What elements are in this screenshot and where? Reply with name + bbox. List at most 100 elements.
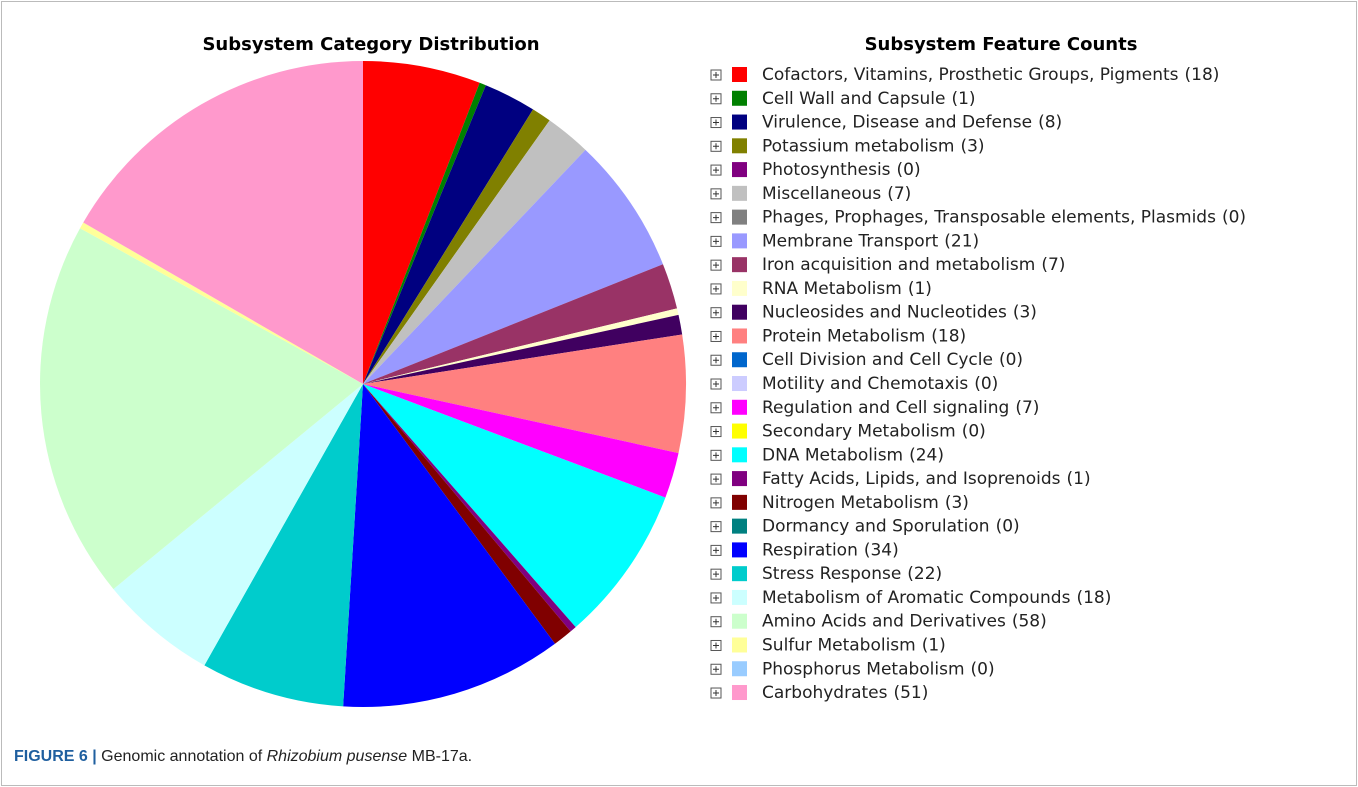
legend-value: (0) xyxy=(962,422,986,442)
expand-icon-plus xyxy=(713,404,719,411)
expand-icon-plus xyxy=(713,214,719,221)
legend-swatch xyxy=(732,138,747,154)
legend-value: (7) xyxy=(1015,398,1039,418)
legend-entry: Metabolism of Aromatic Compounds (18) xyxy=(710,588,1111,608)
expand-icon-plus xyxy=(713,72,719,78)
legend-label: Cofactors, Vitamins, Prosthetic Groups, … xyxy=(762,65,1219,85)
pie-slice xyxy=(363,264,678,384)
legend-label: Cell Wall and Capsule (1) xyxy=(762,89,976,109)
legend-swatch xyxy=(732,471,747,487)
legend-swatch xyxy=(732,637,747,653)
legend-value: (8) xyxy=(1038,113,1062,133)
legend-value: (0) xyxy=(971,659,995,679)
pie-slice xyxy=(39,228,363,590)
legend-entry: Cell Division and Cell Cycle (0) xyxy=(710,350,1023,370)
legend-name: Cell Division and Cell Cycle xyxy=(762,350,993,370)
legend-label: Amino Acids and Derivatives (58) xyxy=(762,612,1047,632)
legend-label: Iron acquisition and metabolism (7) xyxy=(762,255,1065,275)
legend-name: DNA Metabolism xyxy=(762,445,903,465)
expand-icon-plus xyxy=(713,143,719,150)
legend-value: (1) xyxy=(951,89,975,109)
legend-swatch xyxy=(732,257,747,273)
expand-icon-plus xyxy=(713,190,719,197)
legend-entry: Potassium metabolism (3) xyxy=(710,136,985,156)
legend-name: RNA Metabolism xyxy=(762,279,902,299)
legend-name: Motility and Chemotaxis xyxy=(762,374,968,394)
legend-label: Metabolism of Aromatic Compounds (18) xyxy=(762,588,1111,608)
legend-title: Subsystem Feature Counts xyxy=(865,34,1138,55)
legend-name: Phosphorus Metabolism xyxy=(762,659,965,679)
pie-slice xyxy=(363,384,576,632)
legend-label: Dormancy and Sporulation (0) xyxy=(762,517,1020,537)
legend-entry: Stress Response (22) xyxy=(710,564,942,584)
expand-icon-plus xyxy=(713,309,719,316)
expand-icon-plus xyxy=(713,523,719,530)
expand-icon-plus xyxy=(713,642,719,649)
legend-value: (18) xyxy=(1076,588,1111,608)
legend-swatch xyxy=(732,542,747,558)
legend-label: Virulence, Disease and Defense (8) xyxy=(762,113,1062,133)
legend-swatch xyxy=(732,494,747,510)
legend-label: Nitrogen Metabolism (3) xyxy=(762,493,969,513)
legend-swatch xyxy=(732,399,747,415)
pie-slice xyxy=(363,314,683,384)
legend-value: (0) xyxy=(999,350,1023,370)
legend-name: Potassium metabolism xyxy=(762,136,954,156)
legend-entry: Sulfur Metabolism (1) xyxy=(710,635,946,655)
legend-name: Cell Wall and Capsule xyxy=(762,89,945,109)
legend-name: Nitrogen Metabolism xyxy=(762,493,939,513)
legend-entry: Phosphorus Metabolism (0) xyxy=(710,659,995,679)
legend-name: Secondary Metabolism xyxy=(762,422,956,442)
legend-value: (0) xyxy=(897,160,921,180)
legend-label: Regulation and Cell signaling (7) xyxy=(762,398,1039,418)
legend-swatch xyxy=(732,114,747,130)
legend-swatch xyxy=(732,280,747,296)
legend-value: (7) xyxy=(1041,255,1065,275)
legend-swatch xyxy=(732,661,747,677)
legend-swatch xyxy=(732,185,747,201)
pie-slice xyxy=(363,149,663,384)
legend-entry: Protein Metabolism (18) xyxy=(710,326,966,346)
expand-icon-plus xyxy=(713,452,719,459)
expand-icon-plus xyxy=(713,666,719,673)
legend-swatch xyxy=(732,447,747,463)
legend-entry: Fatty Acids, Lipids, and Isoprenoids (1) xyxy=(710,469,1091,489)
pie-slice xyxy=(363,384,679,498)
pie-slice xyxy=(113,384,363,666)
legend-name: Fatty Acids, Lipids, and Isoprenoids xyxy=(762,469,1061,489)
legend-swatch xyxy=(732,90,747,106)
legend-label: Respiration (34) xyxy=(762,540,899,560)
legend-value: (3) xyxy=(960,136,984,156)
pie-slice xyxy=(363,120,586,384)
legend-value: (22) xyxy=(907,564,942,584)
legend-name: Amino Acids and Derivatives xyxy=(762,612,1006,632)
legend-label: Carbohydrates (51) xyxy=(762,683,928,703)
expand-icon-plus xyxy=(713,95,719,102)
caption: FIGURE 6 | Genomic annotation of Rhizobi… xyxy=(14,748,472,766)
legend-label: Motility and Chemotaxis (0) xyxy=(762,374,998,394)
legend-entry: Dormancy and Sporulation (0) xyxy=(710,517,1020,537)
legend-swatch xyxy=(732,67,747,82)
legend-label: Phages, Prophages, Transposable elements… xyxy=(762,208,1246,228)
expand-icon-plus xyxy=(713,618,719,625)
legend-entry: Photosynthesis (0) xyxy=(710,160,921,180)
chart-title: Subsystem Category Distribution xyxy=(202,34,539,55)
legend-entry: Cell Wall and Capsule (1) xyxy=(710,89,976,109)
legend-swatch xyxy=(732,233,747,249)
legend-entry: Nitrogen Metabolism (3) xyxy=(710,493,969,513)
legend-label: Phosphorus Metabolism (0) xyxy=(762,659,995,679)
legend-entry: Amino Acids and Derivatives (58) xyxy=(710,612,1047,632)
legend-entry: Membrane Transport (21) xyxy=(710,231,979,251)
legend-value: (1) xyxy=(922,635,946,655)
legend-value: (58) xyxy=(1012,612,1047,632)
legend-label: Fatty Acids, Lipids, and Isoprenoids (1) xyxy=(762,469,1091,489)
chart: Subsystem Category Distribution Subsyste… xyxy=(39,34,1246,707)
legend-entry: Secondary Metabolism (0) xyxy=(710,422,986,442)
legend-swatch xyxy=(732,209,747,225)
legend-swatch xyxy=(732,376,747,392)
legend-label: Cell Division and Cell Cycle (0) xyxy=(762,350,1023,370)
legend-value: (21) xyxy=(944,231,979,251)
pie-slice xyxy=(363,109,550,384)
legend-swatch xyxy=(732,613,747,629)
